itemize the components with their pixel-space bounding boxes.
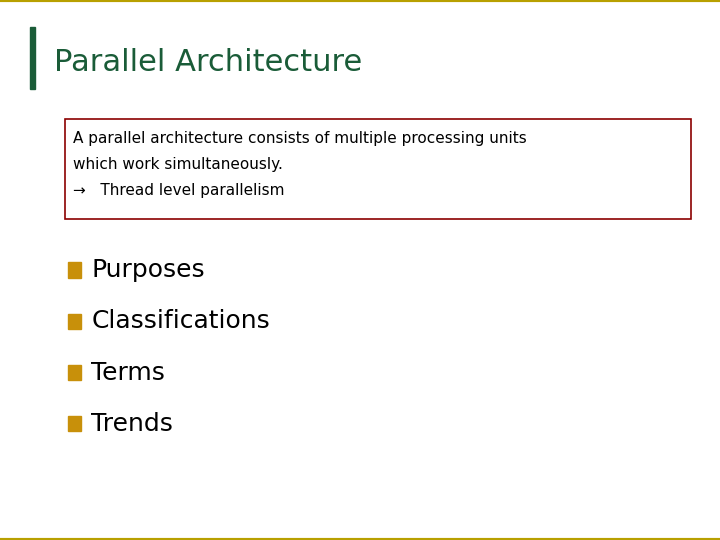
Text: Purposes: Purposes bbox=[91, 258, 205, 282]
Text: Parallel Architecture: Parallel Architecture bbox=[54, 48, 362, 77]
Bar bbox=[68, 365, 81, 380]
Bar bbox=[68, 314, 81, 329]
Bar bbox=[30, 27, 35, 89]
Text: Trends: Trends bbox=[91, 412, 174, 436]
Text: Classifications: Classifications bbox=[91, 309, 270, 333]
FancyBboxPatch shape bbox=[65, 119, 691, 219]
Text: Terms: Terms bbox=[91, 361, 166, 384]
Text: A parallel architecture consists of multiple processing units: A parallel architecture consists of mult… bbox=[73, 131, 527, 146]
Bar bbox=[68, 262, 81, 278]
Bar bbox=[68, 416, 81, 431]
Text: which work simultaneously.: which work simultaneously. bbox=[73, 157, 283, 172]
Text: →   Thread level parallelism: → Thread level parallelism bbox=[73, 183, 285, 198]
